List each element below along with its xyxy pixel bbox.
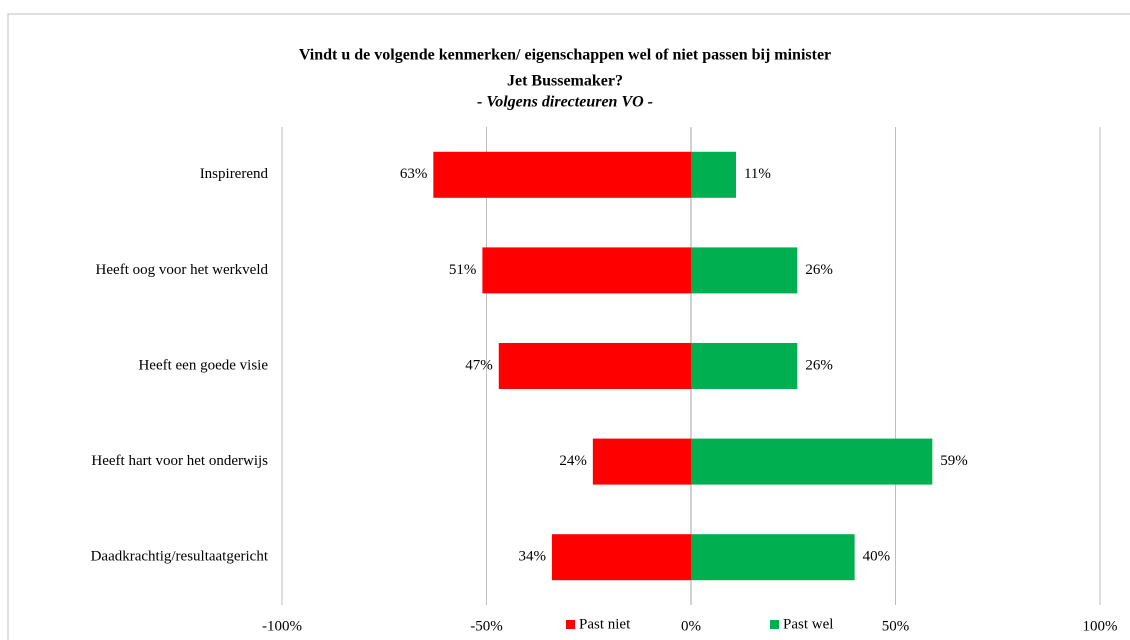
data-label: 40% xyxy=(863,549,891,565)
y-tick-label: Heeft een goede visie xyxy=(138,357,268,373)
x-tick-label: 100% xyxy=(1083,618,1118,634)
y-tick-label: Inspirerend xyxy=(200,166,269,182)
legend-swatch xyxy=(770,620,779,629)
legend-label: Past niet xyxy=(579,616,631,632)
data-label: 51% xyxy=(449,262,477,278)
chart-title: Vindt u de volgende kenmerken/ eigenscha… xyxy=(299,47,831,64)
data-label: 24% xyxy=(559,453,587,469)
chart-subtitle: - Volgens directeuren VO - xyxy=(477,94,653,111)
data-label: 47% xyxy=(465,357,493,373)
y-tick-label: Heeft oog voor het werkveld xyxy=(96,262,269,278)
bar xyxy=(691,343,798,389)
x-tick-label: 0% xyxy=(681,618,701,634)
chart-title: Jet Bussemaker? xyxy=(507,73,623,90)
data-label: 26% xyxy=(805,357,833,373)
legend-label: Past wel xyxy=(783,616,833,632)
data-label: 59% xyxy=(940,453,968,469)
chart-border xyxy=(7,13,1130,640)
data-label: 63% xyxy=(400,166,428,182)
bar xyxy=(691,534,855,581)
bar xyxy=(498,343,691,389)
bar xyxy=(551,534,691,581)
bar xyxy=(691,151,736,198)
y-tick-label: Daadkrachtig/resultaatgericht xyxy=(91,549,269,565)
legend-swatch xyxy=(566,620,575,629)
bar xyxy=(482,247,691,294)
x-tick-label: -100% xyxy=(262,618,302,634)
bar xyxy=(592,438,691,485)
bar xyxy=(691,438,933,485)
y-tick-label: Heeft hart voor het onderwijs xyxy=(91,453,268,469)
bar xyxy=(691,247,798,294)
data-label: 34% xyxy=(518,549,546,565)
bar xyxy=(433,151,691,198)
x-tick-label: 50% xyxy=(882,618,910,634)
data-label: 11% xyxy=(744,166,771,182)
x-tick-label: -50% xyxy=(470,618,503,634)
data-label: 26% xyxy=(805,262,833,278)
